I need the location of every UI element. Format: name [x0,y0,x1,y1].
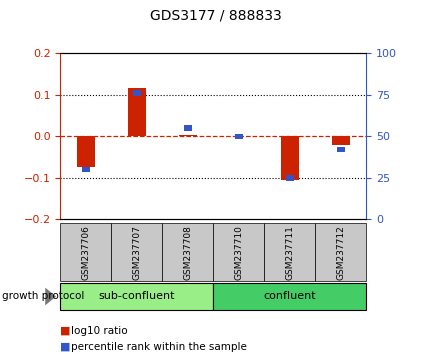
Text: GSM237707: GSM237707 [132,225,141,280]
Bar [133,90,140,96]
Bar [184,125,191,131]
Bar [286,175,293,181]
Text: growth protocol: growth protocol [2,291,84,302]
Text: GSM237710: GSM237710 [234,225,243,280]
Bar [280,136,298,180]
Bar [336,147,344,152]
Text: ■: ■ [60,326,71,336]
Text: GSM237712: GSM237712 [335,225,344,280]
Bar [234,133,242,139]
Text: GSM237708: GSM237708 [183,225,192,280]
Bar [77,136,95,167]
Text: ■: ■ [60,342,71,352]
Text: sub-confluent: sub-confluent [98,291,175,302]
Text: GSM237706: GSM237706 [81,225,90,280]
Text: log10 ratio: log10 ratio [71,326,127,336]
Bar [331,136,349,145]
Polygon shape [45,287,56,305]
Text: percentile rank within the sample: percentile rank within the sample [71,342,246,352]
Bar [178,135,197,136]
Text: confluent: confluent [263,291,316,302]
Text: GSM237711: GSM237711 [285,225,294,280]
Text: GDS3177 / 888833: GDS3177 / 888833 [149,9,281,23]
Bar [82,167,89,172]
Bar [128,88,145,136]
